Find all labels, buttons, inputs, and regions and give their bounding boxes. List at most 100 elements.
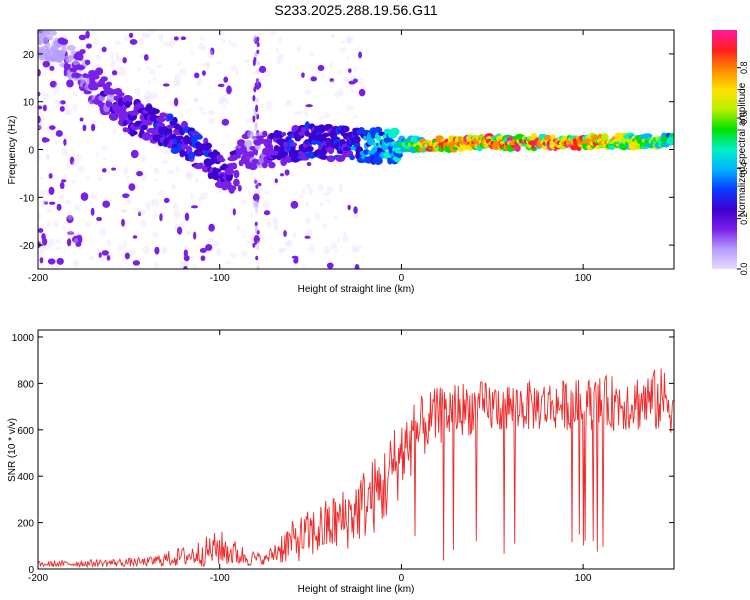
spectrogram-blob (117, 97, 124, 107)
spectrogram-blob (67, 211, 74, 220)
spectrogram-blob (154, 246, 160, 255)
snr-xtick-label: -200 (28, 573, 48, 584)
spectrogram-blob (38, 121, 45, 130)
spectrogram-blob (162, 159, 169, 165)
spectrogram-blob (117, 65, 125, 71)
spectrogram-blob (256, 195, 260, 203)
spectrogram-blob (208, 223, 215, 232)
spectrogram-blob (175, 166, 180, 173)
spectrogram-blob (38, 124, 42, 131)
spectrogram-blob (41, 200, 49, 204)
spectrogram-blob (162, 41, 171, 47)
spectrogram-blob (243, 139, 253, 149)
spectrogram-blob (97, 256, 106, 260)
spectrogram-blob (138, 211, 142, 217)
spectrogram-blob (247, 189, 252, 197)
colorbar-tick-label: 0.2 (739, 212, 749, 225)
spectrogram-blob (317, 64, 325, 72)
spectrogram-blob (65, 162, 71, 171)
spectrogram-blob (38, 115, 41, 124)
spectrogram-blob (173, 73, 182, 83)
spectrogram-blob (256, 33, 262, 38)
spectrogram-blob (333, 214, 340, 220)
spectrogram-blob (304, 88, 312, 95)
spectrogram-blob (252, 115, 256, 123)
snr-ytick-label: 400 (17, 472, 34, 483)
spectrogram-blob (72, 235, 80, 244)
spectrogram-blob (120, 208, 126, 213)
spectrogram-blob (44, 41, 51, 49)
spectrogram-blob (266, 137, 273, 146)
spectrogram-blob (183, 254, 190, 262)
spectrogram-blob (329, 78, 335, 83)
spectrogram-blob (85, 43, 93, 49)
spectrogram-blob (151, 198, 160, 208)
spectrogram-blob (43, 201, 49, 205)
spectrogram-blob (207, 49, 214, 59)
spectrogram-blob (310, 76, 317, 82)
spectrogram-blob (228, 39, 232, 45)
spectrogram-blob (38, 211, 41, 221)
spectrogram-blob (337, 70, 342, 74)
spectrogram-blob (135, 217, 139, 221)
spectrogram-blob (55, 238, 62, 244)
colorbar-tick-label: 0.0 (739, 263, 749, 276)
spectrogram-blob (184, 135, 190, 141)
spectrogram-blob (256, 49, 260, 54)
spectrogram-xtick-label: -200 (28, 273, 48, 284)
spectrogram-blob (123, 35, 128, 42)
spectrogram-blob (42, 60, 51, 68)
spectrogram-blob (155, 116, 166, 123)
spectrogram-blob (330, 242, 337, 249)
spectrogram-blob (305, 228, 313, 237)
spectrogram-blob (114, 40, 122, 46)
spectrogram-blob (357, 77, 364, 86)
spectrogram-blob (319, 201, 323, 207)
spectrogram-blob (231, 42, 238, 48)
spectrogram-blob (322, 132, 330, 138)
spectrogram-blob (49, 80, 57, 88)
spectrogram-blob (233, 178, 240, 187)
spectrogram-blob (274, 133, 284, 139)
spectrogram-blob (225, 98, 230, 104)
spectrogram-blob (196, 78, 203, 87)
spectrogram-blob (63, 138, 67, 146)
spectrogram-blob (38, 227, 44, 233)
spectrogram-xtick-label: 0 (399, 273, 405, 284)
spectrogram-blob (252, 71, 256, 75)
snr-xtick-label: 100 (575, 573, 592, 584)
spectrogram-blob (353, 206, 358, 214)
spectrogram-blob (256, 41, 260, 48)
spectrogram-blob (274, 221, 279, 230)
spectrogram-blob (232, 208, 236, 216)
spectrogram-blob (358, 51, 362, 59)
spectrogram-blob (139, 36, 145, 46)
spectrogram-blob (255, 104, 259, 113)
spectrogram-blob (265, 143, 274, 153)
spectrogram-blob (122, 127, 129, 133)
spectrogram-blob (143, 95, 149, 102)
spectrogram-blob (253, 86, 257, 93)
spectrogram-blob (352, 114, 358, 119)
spectrogram-blob (252, 94, 256, 102)
spectrogram-blob (153, 167, 159, 174)
spectrogram-blob (72, 103, 78, 112)
spectrogram-blob (45, 208, 54, 213)
spectrogram-blob (144, 99, 150, 104)
spectrogram-blob (235, 67, 240, 76)
spectrogram-blob (45, 154, 51, 159)
spectrogram-blob (346, 35, 354, 44)
spectrogram-blob (167, 113, 174, 121)
spectrogram-blob (88, 255, 95, 261)
spectrogram-blob (98, 177, 103, 181)
spectrogram-blob (105, 81, 113, 87)
spectrogram-blob (138, 208, 146, 216)
spectrogram-blob (158, 33, 164, 42)
spectrogram-blob (154, 177, 159, 182)
spectrogram-blob (346, 104, 354, 111)
spectrogram-blob (173, 78, 180, 88)
spectrogram-blob (71, 179, 77, 184)
spectrogram-blob (304, 201, 310, 208)
spectrogram-blob (140, 219, 147, 228)
